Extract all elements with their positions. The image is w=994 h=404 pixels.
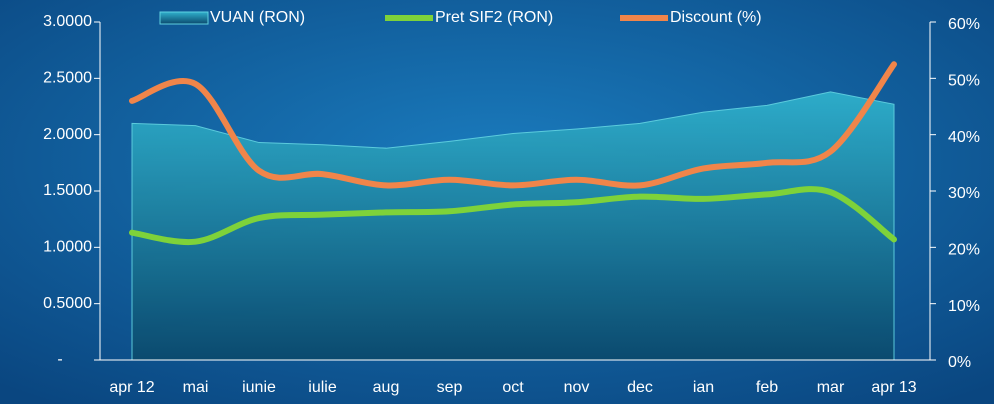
x-tick-label: mai (183, 379, 209, 396)
y-tick-label: 1.0000 (43, 239, 92, 256)
y2-tick-label: 20% (948, 242, 980, 259)
y2-tick-label: 30% (948, 185, 980, 202)
x-tick-label: iunie (242, 379, 276, 396)
x-tick-label: nov (564, 379, 590, 396)
x-tick-label: apr 13 (871, 379, 916, 396)
x-tick-label: oct (502, 379, 524, 396)
y2-tick-label: 40% (948, 129, 980, 146)
x-tick-label: iulie (308, 379, 337, 396)
x-tick-label: mar (817, 379, 845, 396)
x-tick-label: apr 12 (109, 379, 154, 396)
y-tick-label: 2.0000 (43, 126, 92, 143)
y2-tick-label: 0% (948, 354, 971, 371)
x-tick-label: sep (437, 379, 463, 396)
y-tick-label: 0.5000 (43, 295, 92, 312)
y2-tick-label: 60% (948, 16, 980, 33)
line (129, 61, 897, 189)
legend-label: Discount (%) (670, 9, 762, 26)
x-tick-label: dec (627, 379, 653, 396)
y2-tick-label: 50% (948, 73, 980, 90)
y-tick-label: - (57, 351, 62, 368)
legend-label: VUAN (RON) (210, 9, 305, 26)
legend-swatch (159, 11, 209, 25)
y-tick-label: 2.5000 (43, 70, 92, 87)
y-tick-label: 3.0000 (43, 13, 92, 30)
x-tick-label: aug (373, 379, 400, 396)
y-tick-label: 1.5000 (43, 182, 92, 199)
line (129, 186, 897, 246)
area (131, 91, 895, 361)
x-tick-label: ian (693, 379, 714, 396)
legend-label: Pret SIF2 (RON) (435, 9, 553, 26)
y2-tick-label: 10% (948, 298, 980, 315)
x-tick-label: feb (756, 379, 778, 396)
